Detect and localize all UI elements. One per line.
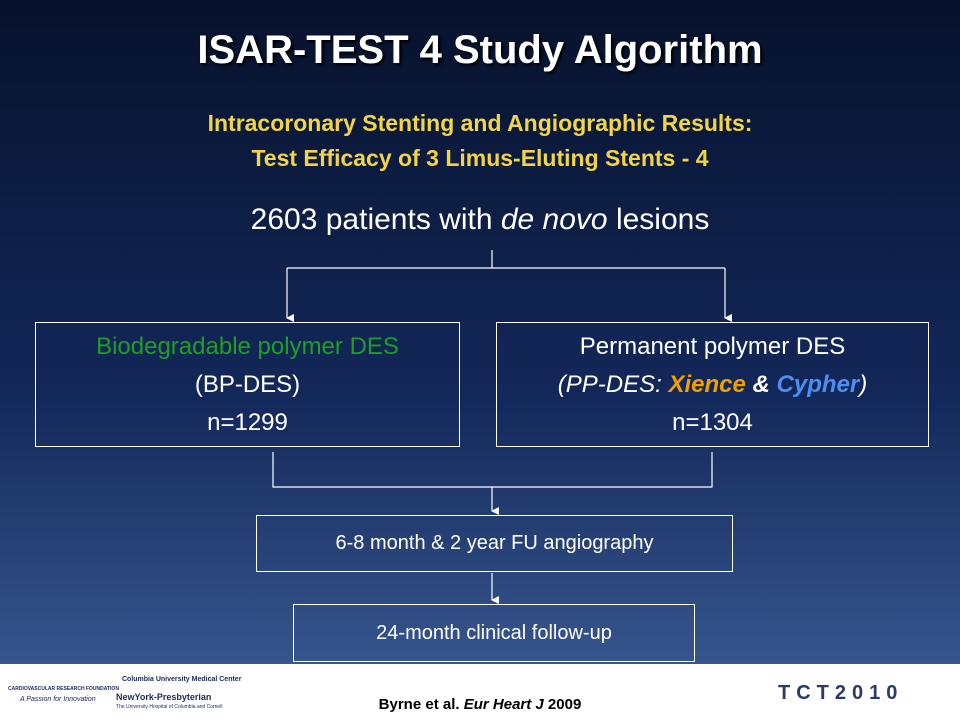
text: 2009	[543, 696, 582, 713]
subtitle: Test Efficacy of 3 Limus-Eluting Stents …	[251, 145, 709, 171]
text: 24-month clinical follow-up	[376, 621, 612, 644]
merge-line	[272, 452, 713, 488]
logo: The University Hospital of Columbia and …	[116, 704, 223, 710]
text: Biodegradable polymer DES	[96, 332, 399, 360]
text: n=1299	[207, 408, 288, 436]
logo: CARDIOVASCULAR RESEARCH FOUNDATION	[8, 686, 119, 692]
text: (PP-DES: Xience & Cypher)	[497, 366, 928, 404]
text: 2603 patients with	[250, 203, 501, 236]
logo: TCT2010	[778, 682, 904, 704]
text: Byrne et al.	[378, 696, 464, 713]
arm-box: Permanent polymer DES (PP-DES: Xience & …	[496, 322, 929, 447]
text: 6-8 month & 2 year FU angiography	[335, 532, 654, 554]
step-box: 6-8 month & 2 year FU angiography	[256, 515, 733, 572]
split-line	[287, 250, 725, 269]
text: lesions	[607, 203, 710, 236]
population: 2603 patients with de novo lesions	[0, 203, 960, 237]
text: de novo	[500, 203, 608, 236]
text: n=1304	[672, 408, 753, 436]
text: (PP-DES:	[557, 370, 669, 398]
text: Cypher	[776, 370, 860, 398]
logo: Columbia University Medical Center	[122, 676, 242, 683]
text: Permanent polymer DES	[579, 332, 846, 360]
title: ISAR-TEST 4 Study Algorithm	[197, 28, 763, 72]
arm-box: Biodegradable polymer DES (BP-DES) n=129…	[35, 322, 460, 447]
text: (BP-DES)	[194, 370, 301, 398]
logo: A Passion for Innovation	[20, 696, 96, 703]
subtitle: Intracoronary Stenting and Angiographic …	[207, 110, 753, 136]
text: Eur Heart J	[463, 696, 544, 713]
logo: NewYork-Presbyterian	[116, 692, 212, 702]
text: &	[745, 370, 777, 398]
citation: Byrne et al. Eur Heart J 2009	[0, 696, 960, 713]
footer: CARDIOVASCULAR RESEARCH FOUNDATION A Pas…	[0, 664, 960, 720]
text: Xience	[668, 370, 746, 398]
text: )	[859, 370, 868, 398]
step-box: 24-month clinical follow-up	[293, 604, 695, 662]
